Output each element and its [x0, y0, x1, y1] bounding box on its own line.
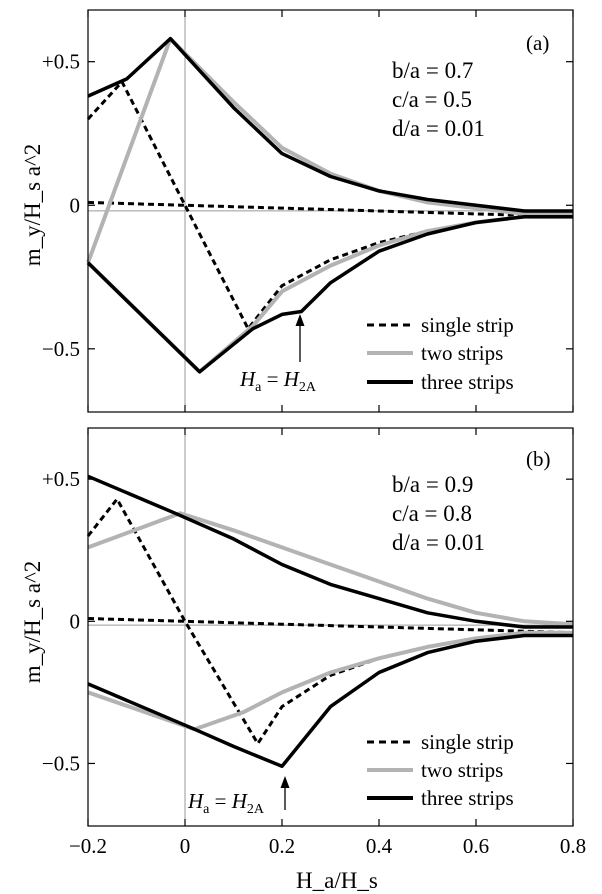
panel-a-params: b/a = 0.7 c/a = 0.5 d/a = 0.01 [392, 58, 485, 141]
x-axis-label-text: H_a/H_s [296, 868, 378, 893]
panel-b-param-b: b/a = 0.9 [392, 472, 473, 497]
panel-a-param-b: b/a = 0.7 [392, 58, 473, 83]
panel-b: −0.2 0 0.2 0.4 0.6 0.8 +0.5 0 −0.5 (b) b/a = 0.9… [20, 427, 586, 893]
panel-b-ytick-label: −0.5 [42, 751, 80, 775]
panel-b-three-strips-curve-2 [87, 633, 573, 769]
panel-b-three-strips-curve-1 [87, 474, 573, 629]
panel-b-xtick-label: 0.6 [463, 834, 489, 858]
panel-a-arrow-head [295, 314, 305, 326]
panel-b-param-c: c/a = 0.8 [392, 501, 472, 526]
panel-a-frame [87, 9, 574, 413]
x-axis-label: H_a/H_s [296, 868, 378, 893]
panel-b-legend: single strip two strips three strips [367, 730, 514, 810]
panel-a-ytick-label: −0.5 [42, 337, 80, 361]
panel-a-legend: single strip two strips three strips [367, 313, 514, 394]
panel-b-params: b/a = 0.9 c/a = 0.8 d/a = 0.01 [392, 472, 485, 555]
panel-b-frame [87, 427, 574, 827]
panel-b-plot-layer [86, 474, 574, 769]
panel-b-arrow-label: Ha = H2A [187, 789, 265, 817]
panel-b-two-strips-curve-2 [87, 630, 573, 732]
panel-b-xtick-label: 0.8 [560, 834, 586, 858]
panel-b-ylabel-text: m_y/H_s a^2 [20, 561, 45, 684]
panel-b-label: (b) [526, 447, 551, 471]
panel-a: +0.5 0 −0.5 (a) b/a = 0.7 c/a = 0.5 d/a = … [20, 9, 574, 413]
panel-b-xtick-label: 0.4 [366, 834, 393, 858]
panel-b-single-strip-curve-1 [86, 497, 573, 746]
panel-a-two-strips-curve-1 [86, 36, 573, 264]
panel-a-ytick-label: +0.5 [42, 50, 80, 74]
panel-a-three-strips-curve-2 [86, 214, 573, 374]
legend-b-single-strip-label: single strip [421, 730, 514, 754]
legend-b-three-strips-label: three strips [421, 786, 514, 810]
panel-a-label: (a) [526, 31, 549, 55]
panel-a-arrow-label: Ha = H2A [239, 367, 317, 395]
legend-a-single-strip-label: single strip [421, 313, 514, 337]
legend-a-two-strips-label: two strips [421, 341, 503, 365]
panel-b-xtick-label: 0.2 [269, 834, 295, 858]
panel-b-xtick-label: 0 [180, 834, 191, 858]
panel-b-ylabel: m_y/H_s a^2 [20, 561, 45, 684]
panel-a-param-d: d/a = 0.01 [392, 116, 485, 141]
panel-b-arrow-head [280, 776, 290, 788]
panel-a-single-strip-curve-2 [87, 200, 574, 219]
panel-b-single-strip-curve-2 [87, 617, 574, 635]
legend-b-two-strips-label: two strips [421, 758, 503, 782]
panel-a-ytick-label: 0 [70, 193, 81, 217]
panel-b-ytick-label: +0.5 [42, 467, 80, 491]
panel-b-ticks [87, 428, 574, 826]
panel-a-three-strips-curve-1 [87, 36, 573, 213]
panel-b-param-d: d/a = 0.01 [392, 530, 485, 555]
panel-a-ylabel: m_y/H_s a^2 [20, 144, 45, 267]
panel-b-two-strips-curve-1 [87, 511, 574, 627]
panel-b-xtick-label: −0.2 [69, 834, 107, 858]
panel-b-tick-labels: −0.2 0 0.2 0.4 0.6 0.8 +0.5 0 −0.5 [42, 467, 586, 858]
panel-a-ticks [87, 10, 574, 412]
legend-a-three-strips-label: three strips [421, 370, 514, 394]
panel-a-plot-layer [86, 36, 574, 374]
panel-a-tick-labels: +0.5 0 −0.5 [42, 50, 80, 361]
panel-a-param-c: c/a = 0.5 [392, 87, 472, 112]
panel-b-ytick-label: 0 [70, 609, 81, 633]
panel-a-ylabel-text: m_y/H_s a^2 [20, 144, 45, 267]
panel-b-arrow-annotation: Ha = H2A [187, 776, 290, 817]
